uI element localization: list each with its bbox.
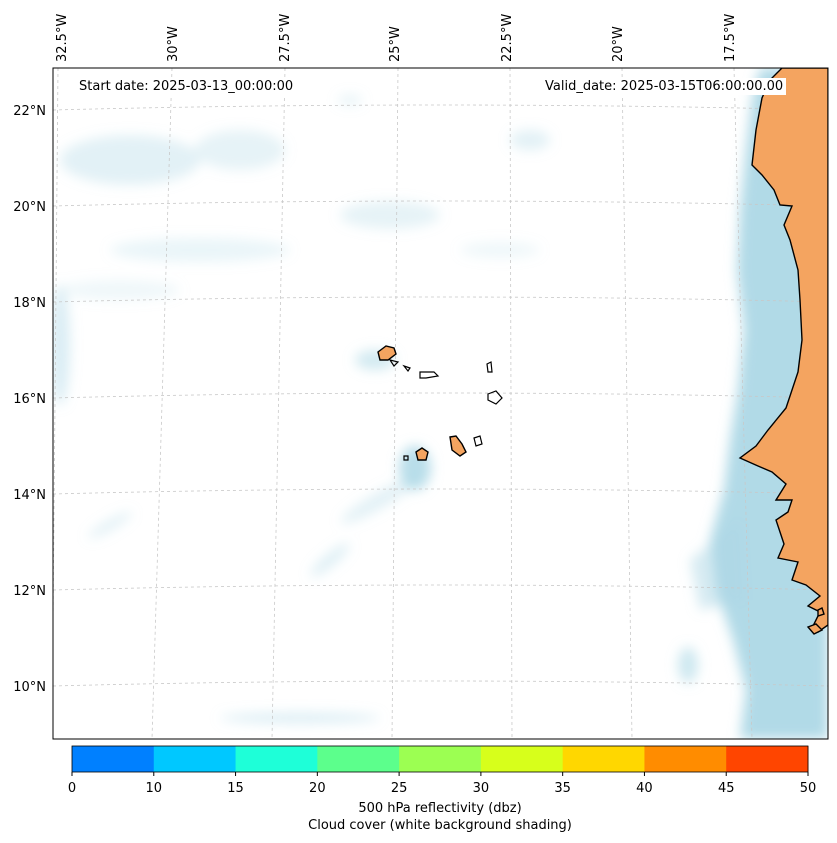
colorbar-tick-label: 0: [68, 781, 76, 796]
meridian-22.5W: [509, 68, 513, 739]
colorbar-tick-label: 50: [800, 781, 817, 796]
colorbar-segment: [399, 746, 482, 772]
meridian-25W: [391, 68, 399, 739]
latitude-tick-label: 10°N: [13, 680, 46, 695]
latitude-tick-label: 16°N: [13, 392, 46, 407]
valid-date-label: Valid_date: 2025-03-15T06:00:00.00: [542, 78, 787, 95]
meridian-17.5W: [733, 68, 753, 739]
island-santa-luzia: [402, 364, 411, 373]
colorbar-tick-label: 20: [309, 781, 326, 796]
ocean-background: [53, 68, 828, 739]
island-maio: [473, 435, 483, 447]
colorbar: 0 10 15 20 25 30 35 40 45 50: [68, 745, 817, 796]
colorbar-tick-label: 30: [473, 781, 490, 796]
longitude-tick-label: 32.5°W: [55, 14, 70, 62]
latitude-tick-label: 14°N: [13, 488, 46, 503]
parallel-16N: [53, 392, 828, 399]
meridian-30W: [151, 68, 173, 739]
west-africa-coast: [738, 68, 828, 633]
bijagos-islands: [806, 607, 825, 635]
graticule: [53, 68, 828, 739]
colorbar-segment: [644, 746, 727, 772]
colorbar-segment: [317, 746, 400, 772]
meridian-27.5W: [271, 68, 286, 739]
colorbar-segment: [235, 746, 318, 772]
land-layer: [377, 68, 828, 635]
cloud-streak: [310, 543, 350, 577]
cloud-streak-bottom: [220, 713, 380, 723]
colorbar-tick-label: 10: [146, 781, 163, 796]
longitude-tick-label: 20°W: [611, 26, 626, 62]
colorbar-segment: [153, 746, 237, 772]
map-frame: [52, 67, 829, 740]
cloud-field-northwest: [60, 135, 200, 185]
colorbar-segment: [72, 746, 155, 772]
latitude-labels: 22°N 20°N 18°N 16°N 14°N 12°N 10°N: [13, 104, 46, 695]
cloud-patch-west-edge: [53, 285, 70, 405]
colorbar-tick-label: 35: [554, 781, 571, 796]
latitude-tick-label: 12°N: [13, 584, 46, 599]
island-santiago: [449, 435, 467, 457]
parallel-18N: [53, 296, 828, 303]
island-fogo: [415, 447, 429, 461]
cloud-field: [460, 242, 540, 258]
colorbar-segment: [480, 746, 564, 772]
island-boa-vista: [487, 390, 503, 405]
longitude-tick-label: 27.5°W: [278, 14, 293, 62]
island-brava: [403, 455, 409, 461]
start-date-label: Start date: 2025-03-13_00:00:00: [76, 78, 297, 95]
colorbar-segment: [726, 746, 809, 772]
cloud-field-north: [195, 130, 285, 170]
island-sal: [486, 361, 493, 373]
colorbar-sublabel: Cloud cover (white background shading): [308, 818, 572, 833]
colorbar-tick-label: 45: [718, 781, 735, 796]
cloud-streak: [340, 476, 420, 524]
cloud-patch: [678, 647, 698, 683]
colorbar-frame: [71, 745, 809, 773]
colorbar-tick-label: 25: [391, 781, 408, 796]
colorbar-segment: [562, 746, 645, 772]
parallel-14N: [53, 488, 828, 495]
colorbar-tick-label: 40: [636, 781, 653, 796]
latitude-tick-label: 22°N: [13, 104, 46, 119]
longitude-tick-label: 30°W: [166, 26, 181, 62]
longitude-tick-label: 22.5°W: [500, 14, 515, 62]
cloud-field: [340, 201, 440, 229]
cloud-field: [110, 238, 290, 262]
longitude-labels: 32.5°W 30°W 27.5°W 25°W 22.5°W 20°W 17.5°W: [55, 14, 738, 62]
latitude-tick-label: 20°N: [13, 200, 46, 215]
longitude-tick-label: 17.5°W: [723, 14, 738, 62]
island-sao-nicolau: [419, 371, 440, 379]
cloud-field: [338, 95, 362, 105]
cloud-streak: [88, 511, 132, 539]
longitude-tick-label: 25°W: [388, 26, 403, 62]
cloud-field: [60, 280, 180, 300]
island-santo-antao: [377, 345, 397, 361]
parallel-20N: [53, 200, 828, 207]
map-area: [53, 68, 828, 739]
outline-only-islands: [388, 359, 503, 461]
colorbar-label: 500 hPa reflectivity (dbz): [358, 801, 522, 816]
cloud-field: [510, 130, 550, 150]
meridian-20W: [621, 68, 633, 739]
latitude-tick-label: 18°N: [13, 296, 46, 311]
parallel-12N: [53, 584, 828, 591]
parallel-10N: [53, 680, 828, 687]
colorbar-tick-label: 15: [227, 781, 244, 796]
island-sao-vicente: [388, 359, 400, 367]
parallel-22N: [53, 104, 828, 111]
